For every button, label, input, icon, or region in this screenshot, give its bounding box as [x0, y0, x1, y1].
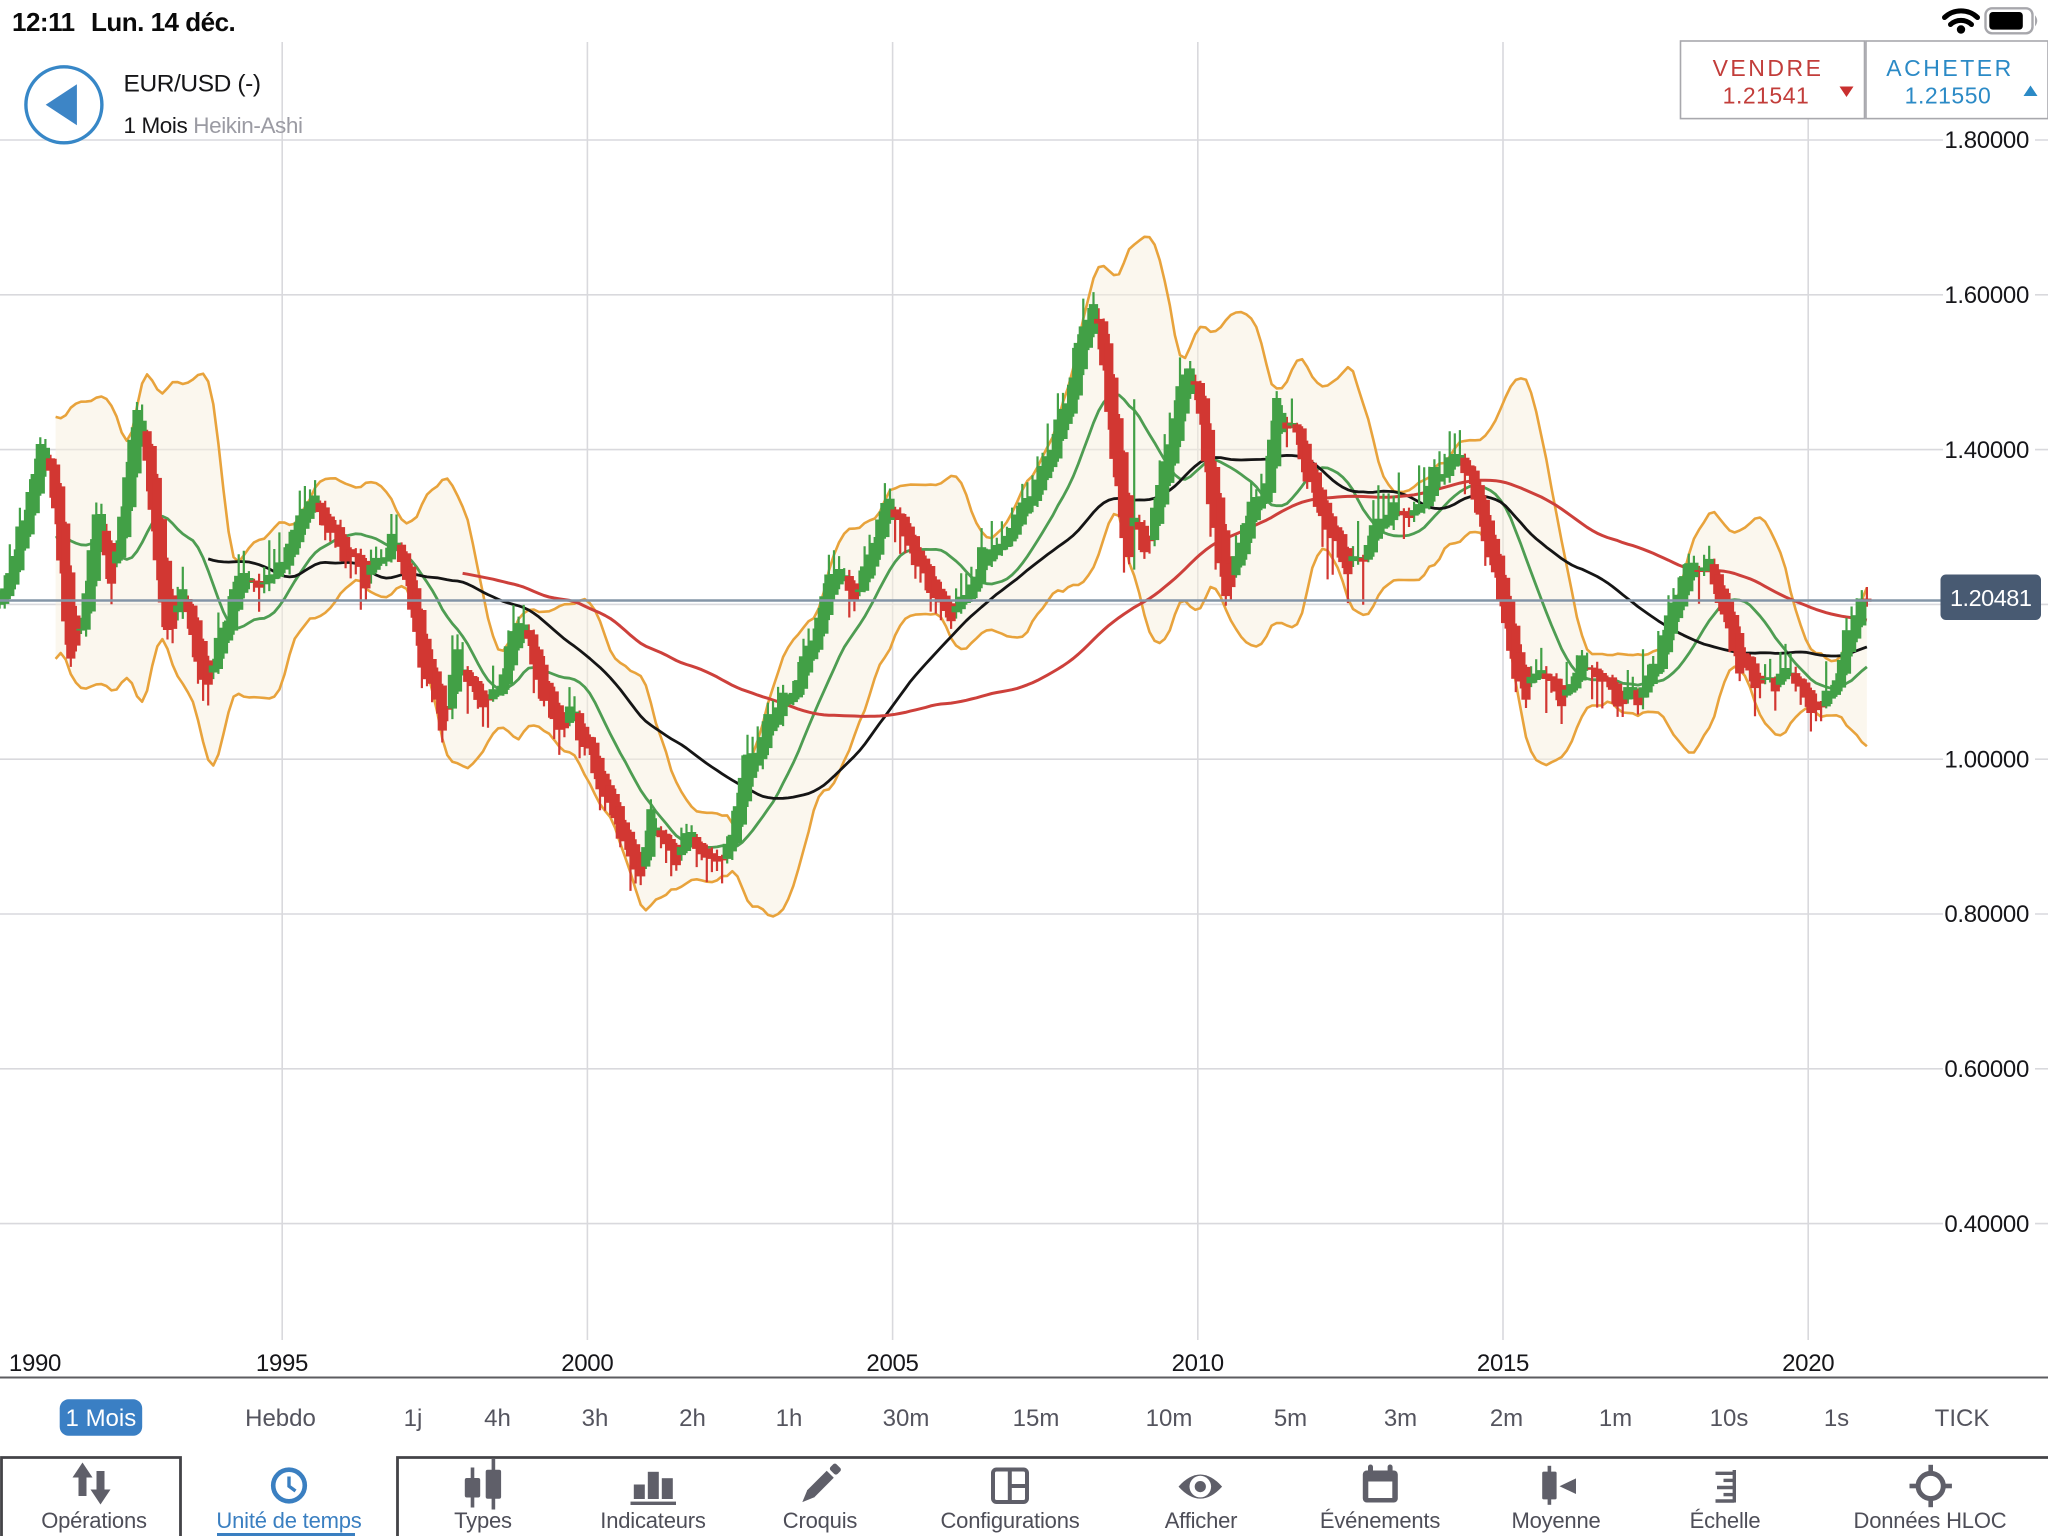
svg-text:1h: 1h [776, 1405, 803, 1432]
svg-text:12:11: 12:11 [12, 7, 75, 37]
svg-text:1.21541: 1.21541 [1723, 83, 1810, 109]
svg-text:1.40000: 1.40000 [1944, 437, 2029, 464]
svg-text:Configurations: Configurations [940, 1508, 1079, 1533]
svg-text:1 Mois: 1 Mois [66, 1405, 137, 1432]
svg-text:2020: 2020 [1782, 1350, 1834, 1377]
svg-text:1m: 1m [1599, 1405, 1632, 1432]
svg-text:Données HLOC: Données HLOC [1854, 1508, 2007, 1533]
svg-text:1.80000: 1.80000 [1944, 127, 2029, 154]
svg-text:1.20481: 1.20481 [1950, 585, 2031, 611]
svg-text:1990: 1990 [9, 1350, 61, 1377]
svg-text:Événements: Événements [1320, 1508, 1440, 1533]
svg-text:2010: 2010 [1172, 1350, 1224, 1377]
svg-text:2m: 2m [1490, 1405, 1523, 1432]
svg-text:Afficher: Afficher [1165, 1508, 1238, 1533]
svg-text:0.60000: 0.60000 [1944, 1056, 2029, 1083]
svg-text:Unité de temps: Unité de temps [216, 1508, 361, 1533]
svg-text:Croquis: Croquis [783, 1508, 858, 1533]
svg-text:0.80000: 0.80000 [1944, 901, 2029, 928]
svg-text:10s: 10s [1710, 1405, 1749, 1432]
svg-text:2000: 2000 [561, 1350, 613, 1377]
svg-text:Types: Types [454, 1508, 512, 1533]
svg-text:1.60000: 1.60000 [1944, 282, 2029, 309]
svg-text:1 Mois Heikin-Ashi: 1 Mois Heikin-Ashi [124, 113, 303, 138]
svg-text:2005: 2005 [866, 1350, 918, 1377]
svg-text:4h: 4h [484, 1405, 511, 1432]
svg-text:1j: 1j [404, 1405, 423, 1432]
svg-text:Échelle: Échelle [1690, 1508, 1761, 1533]
svg-text:0.40000: 0.40000 [1944, 1211, 2029, 1238]
svg-text:1s: 1s [1824, 1405, 1849, 1432]
svg-text:1995: 1995 [256, 1350, 308, 1377]
svg-text:1.00000: 1.00000 [1944, 746, 2029, 773]
svg-text:Moyenne: Moyenne [1511, 1508, 1600, 1533]
svg-text:2h: 2h [679, 1405, 706, 1432]
svg-text:Opérations: Opérations [41, 1508, 147, 1533]
svg-text:Lun. 14 déc.: Lun. 14 déc. [91, 7, 235, 37]
svg-text:Indicateurs: Indicateurs [600, 1508, 706, 1533]
svg-text:10m: 10m [1146, 1405, 1193, 1432]
svg-text:5m: 5m [1274, 1405, 1307, 1432]
svg-text:TICK: TICK [1935, 1405, 1990, 1432]
svg-text:EUR/USD (-): EUR/USD (-) [124, 71, 261, 98]
svg-text:2015: 2015 [1477, 1350, 1529, 1377]
svg-text:30m: 30m [883, 1405, 930, 1432]
svg-text:1.21550: 1.21550 [1905, 83, 1992, 109]
svg-text:VENDRE: VENDRE [1713, 55, 1824, 81]
svg-text:15m: 15m [1013, 1405, 1060, 1432]
svg-text:ACHETER: ACHETER [1886, 55, 2013, 81]
svg-text:3h: 3h [582, 1405, 609, 1432]
svg-text:3m: 3m [1384, 1405, 1417, 1432]
svg-text:Hebdo: Hebdo [245, 1405, 316, 1432]
